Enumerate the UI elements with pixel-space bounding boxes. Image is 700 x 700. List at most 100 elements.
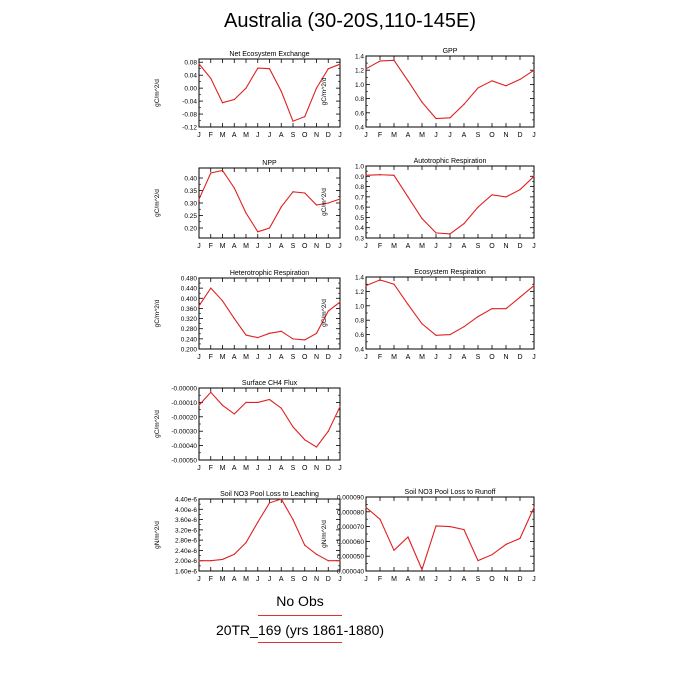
- x-tick-label: M: [419, 354, 425, 361]
- x-tick-label: A: [462, 576, 467, 583]
- data-point: [304, 116, 306, 118]
- data-point: [519, 78, 521, 81]
- x-tick-label: J: [197, 243, 201, 250]
- data-point: [519, 537, 521, 540]
- series-line: [365, 506, 535, 572]
- data-point: [365, 68, 367, 70]
- data-point: [198, 63, 200, 65]
- y-tick-label: 0.08: [184, 60, 197, 67]
- x-tick-label: M: [243, 132, 249, 139]
- x-tick-label: A: [406, 576, 411, 583]
- y-tick-label: 2.80e-6: [175, 538, 197, 545]
- chart-title: Soil NO3 Pool Loss to Leaching: [220, 491, 319, 498]
- data-point: [393, 59, 395, 61]
- x-tick-label: O: [489, 132, 495, 139]
- x-tick-label: J: [532, 243, 536, 250]
- y-tick-label: 1.4: [355, 54, 364, 61]
- data-point: [198, 305, 200, 307]
- data-point: [280, 330, 282, 332]
- data-point: [210, 77, 212, 80]
- x-tick-label: A: [232, 243, 237, 250]
- legend-case-line: [258, 642, 342, 643]
- x-tick-label: O: [489, 243, 495, 250]
- data-point: [315, 553, 318, 555]
- data-point: [365, 174, 367, 176]
- data-point: [233, 187, 235, 189]
- x-tick-label: N: [314, 354, 319, 361]
- data-point: [519, 189, 521, 191]
- data-point: [198, 198, 200, 200]
- y-tick-label: 1.2: [355, 289, 364, 296]
- y-tick-label: -0.00050: [171, 458, 197, 465]
- x-tick-label: J: [338, 576, 342, 583]
- x-tick-label: J: [256, 576, 260, 583]
- x-tick-label: N: [314, 576, 319, 583]
- x-tick-label: S: [291, 132, 296, 139]
- data-point: [407, 536, 409, 538]
- x-tick-label: M: [419, 576, 425, 583]
- x-tick-label: N: [503, 354, 508, 361]
- y-tick-label: 0.8: [355, 96, 364, 103]
- data-point: [198, 404, 200, 406]
- data-point: [292, 120, 294, 122]
- x-tick-label: J: [364, 354, 368, 361]
- y-tick-label: 0.30: [184, 201, 197, 208]
- x-tick-label: J: [338, 132, 342, 139]
- x-tick-label: N: [314, 243, 319, 250]
- data-point: [379, 174, 381, 176]
- x-tick-label: J: [532, 354, 536, 361]
- data-point: [339, 63, 341, 65]
- x-tick-label: J: [434, 354, 438, 361]
- data-point: [491, 554, 493, 556]
- data-point: [463, 223, 465, 225]
- data-point: [463, 528, 465, 531]
- y-axis-label: gN/m^2/d: [154, 521, 161, 549]
- y-tick-label: 0.000070: [337, 524, 364, 531]
- y-tick-label: -0.12: [182, 125, 197, 132]
- x-tick-label: J: [338, 243, 342, 250]
- y-tick-label: 2.40e-6: [175, 548, 197, 555]
- data-point: [292, 338, 294, 340]
- data-point: [421, 323, 423, 325]
- x-tick-label: O: [302, 354, 308, 361]
- data-point: [257, 231, 259, 233]
- x-tick-label: J: [364, 243, 368, 250]
- y-tick-label: 0.000060: [337, 539, 364, 546]
- x-tick-label: J: [256, 465, 260, 472]
- legend-no-obs-label: No Obs: [276, 593, 324, 609]
- data-point: [221, 102, 224, 104]
- y-tick-label: 2.00e-6: [175, 558, 197, 565]
- data-point: [292, 518, 294, 521]
- x-tick-label: S: [476, 576, 481, 583]
- data-point: [268, 502, 271, 504]
- data-point: [519, 296, 521, 298]
- x-tick-label: O: [302, 243, 308, 250]
- chart-panel-5: Heterotrophic Respiration 0.480 0.440 0.400…: [154, 270, 342, 361]
- x-tick-label: N: [503, 243, 508, 250]
- chart-panel-9: Soil NO3 Pool Loss to Runoff 0.000090 0.00…: [321, 489, 536, 583]
- y-tick-label: -0.00020: [171, 414, 197, 421]
- data-point: [315, 204, 318, 206]
- data-point: [268, 68, 271, 70]
- data-point: [477, 87, 479, 89]
- series-line: [198, 63, 341, 122]
- data-point: [505, 85, 507, 87]
- y-axis-label: gC/m^2/d: [321, 299, 328, 327]
- data-point: [245, 542, 247, 544]
- x-tick-label: J: [338, 354, 342, 361]
- x-tick-label: J: [256, 243, 260, 250]
- x-tick-label: J: [448, 132, 452, 139]
- data-point: [477, 316, 479, 318]
- y-axis-label: gC/m^2/d: [321, 77, 328, 105]
- x-tick-label: A: [462, 243, 467, 250]
- x-tick-label: M: [220, 465, 226, 472]
- x-tick-label: N: [314, 132, 319, 139]
- y-tick-label: 0.8: [355, 318, 364, 325]
- data-point: [421, 568, 423, 571]
- x-tick-label: D: [517, 576, 522, 583]
- data-point: [327, 560, 329, 562]
- x-tick-label: D: [326, 576, 331, 583]
